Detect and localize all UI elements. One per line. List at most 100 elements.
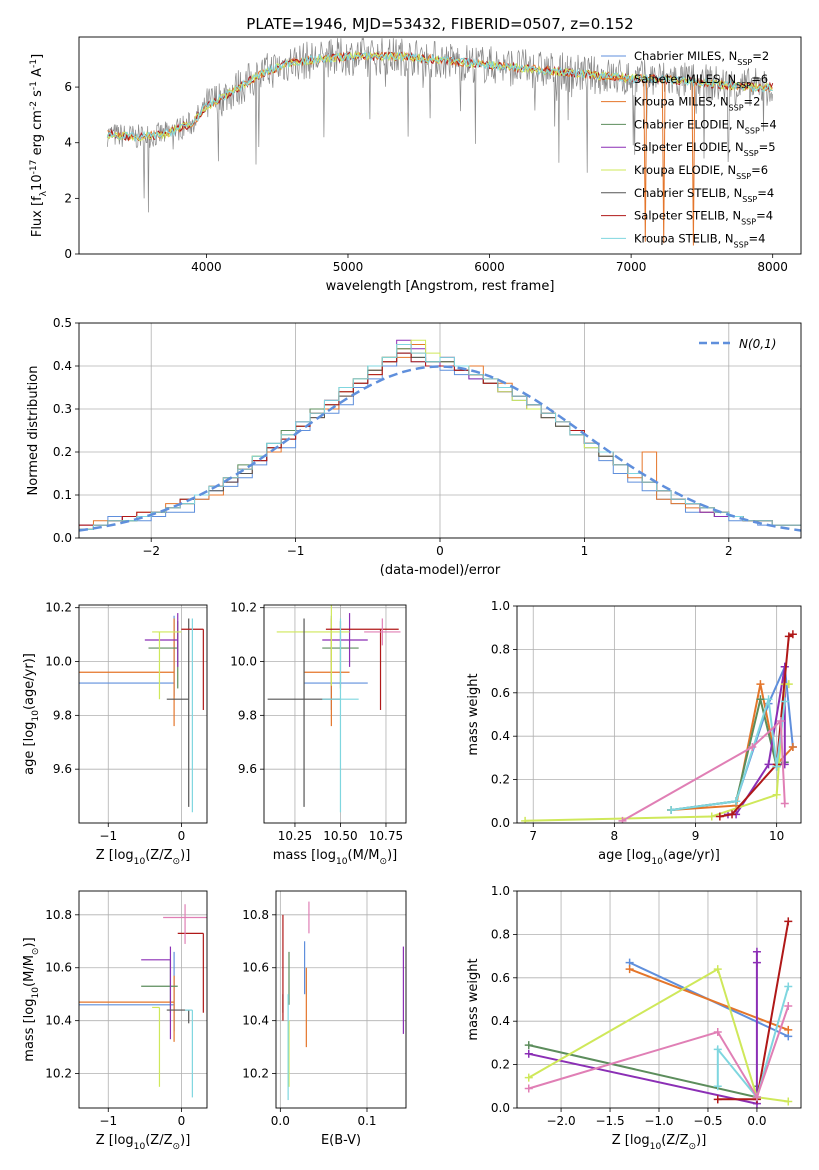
histogram-series [79, 344, 801, 538]
weight-marker [756, 695, 765, 704]
weight-marker [784, 632, 793, 641]
figure-title: PLATE=1946, MJD=53432, FIBERID=0507, z=0… [246, 15, 633, 33]
x-tick-label: 8 [611, 829, 619, 843]
y-axis-label: mass weight [466, 673, 481, 755]
axes-residual_hist: −2 −1 0 1 2 0.0 0.1 0.2 0.3 0.4 0.5 (data-model)/er… [26, 316, 802, 578]
y-tick-label: 0 [64, 247, 72, 261]
weight-series-line [528, 967, 789, 1103]
weight-marker [784, 1097, 793, 1106]
histogram-legend: N(0,1) [699, 337, 776, 351]
weight-marker [764, 760, 773, 769]
y-tick-label: 10.6 [45, 961, 72, 975]
weight-series-line [622, 718, 786, 822]
weight-marker [784, 680, 793, 689]
weight-series-line [671, 662, 794, 811]
x-tick-label: −1 [99, 1114, 117, 1128]
weight-marker [764, 695, 773, 704]
weight-marker [788, 743, 797, 752]
y-axis-label: Normed distribution [26, 366, 41, 496]
weight-marker [707, 812, 716, 821]
y-tick-label: 0.1 [53, 488, 72, 502]
x-tick-label: 8000 [757, 260, 788, 274]
y-tick-label: 9.6 [53, 762, 72, 776]
y-tick-label: 10.8 [45, 908, 72, 922]
x-axis-label: Z [log10(Z/Z⊙)] [96, 1133, 191, 1152]
y-tick-label: 6 [64, 80, 72, 94]
weight-marker [715, 812, 724, 821]
weight-marker [784, 917, 793, 926]
plot-body [79, 891, 207, 1108]
weight-series-line [528, 951, 758, 1105]
x-tick-label: 0 [178, 1114, 186, 1128]
x-axis-label: Z [log10(Z/Z⊙)] [612, 1133, 707, 1152]
legend-label: Kroupa ELODIE, NSSP=6 [634, 163, 768, 181]
weight-marker [772, 790, 781, 799]
weight-marker [524, 1084, 533, 1093]
x-tick-label: 6000 [474, 260, 505, 274]
x-tick-label: −1 [287, 544, 305, 558]
y-axis-label: mass weight [466, 958, 481, 1040]
y-tick-label: 10.4 [242, 1014, 269, 1028]
y-tick-label: 9.6 [238, 762, 257, 776]
weight-marker [667, 805, 676, 814]
weight-marker [521, 816, 530, 823]
weight-marker [713, 1028, 722, 1037]
y-tick-label: 0.3 [53, 402, 72, 416]
axes-frame [78, 890, 208, 1109]
y-axis-label: mass [log10(M/M⊙)] [22, 937, 41, 1061]
plot-body [79, 323, 801, 538]
x-tick-label: 2 [725, 544, 733, 558]
y-tick-label: 0.0 [491, 1101, 510, 1115]
y-tick-label: 4 [64, 136, 72, 150]
axes-mass_vs_ebv: 0.0 0.1 10.2 10.4 10.6 10.8 E(B-V) [242, 890, 407, 1148]
weight-series-line [528, 1044, 758, 1099]
weight-marker [780, 697, 789, 706]
weight-marker [784, 1025, 793, 1034]
x-tick-label: 1 [581, 544, 589, 558]
plot-body [264, 605, 406, 823]
y-tick-label: 0.5 [53, 316, 72, 330]
normal-curve [79, 365, 801, 532]
weight-marker [713, 1045, 722, 1054]
y-tick-label: 0.2 [53, 445, 72, 459]
x-axis-label: wavelength [Angstrom, rest frame] [326, 279, 555, 294]
y-tick-label: 10.2 [242, 1067, 269, 1081]
x-tick-label: 10.50 [323, 829, 357, 843]
y-tick-label: 0.4 [491, 1014, 510, 1028]
legend-label: Kroupa MILES, NSSP=2 [634, 95, 760, 113]
weight-series-line [716, 986, 790, 1100]
x-tick-label: 0.1 [357, 1114, 376, 1128]
y-tick-label: 10.8 [242, 908, 269, 922]
x-tick-label: −2 [142, 544, 160, 558]
legend-label: Chabrier STELIB, NSSP=4 [634, 186, 774, 204]
x-tick-label: −1.5 [595, 1114, 624, 1128]
legend-label: N(0,1) [739, 337, 776, 351]
x-tick-label: 10.25 [278, 829, 312, 843]
axes-spectrum: 4000 5000 6000 7000 8000 0 2 4 6 wavelength [Angs… [29, 36, 802, 294]
weight-marker [784, 982, 793, 991]
x-axis-label: mass [log10(M/M⊙)] [273, 848, 397, 867]
weight-marker [756, 680, 765, 689]
y-tick-label: 0.8 [491, 927, 510, 941]
weight-marker [772, 762, 781, 771]
y-tick-label: 10.0 [45, 655, 72, 669]
legend-label: Chabrier ELODIE, NSSP=4 [634, 117, 777, 135]
x-tick-label: −2.0 [546, 1114, 575, 1128]
x-axis-label: E(B-V) [321, 1133, 361, 1148]
legend-label: Chabrier MILES, NSSP=2 [634, 49, 769, 67]
axes-weight_vs_age: 7 8 9 10 0.0 0.2 0.4 0.6 0.8 1.0 age [log10(age/yr… [466, 599, 802, 867]
weight-marker [752, 1093, 761, 1102]
weight-marker [732, 797, 741, 806]
y-tick-label: 9.8 [53, 708, 72, 722]
axes-age_vs_mass: 10.25 10.50 10.75 9.6 9.8 10.0 10.2 mass [log10… [230, 601, 407, 867]
x-tick-label: 0 [436, 544, 444, 558]
y-tick-label: 9.8 [238, 708, 257, 722]
x-tick-label: 9 [692, 829, 700, 843]
axes-weight_vs_Z: −2.0 −1.5 −1.0 −0.5 0.0 0.0 0.2 0.4 0.6 0.8 1.0 Z [… [466, 884, 802, 1152]
y-tick-label: 0.6 [491, 971, 510, 985]
x-tick-label: 0.0 [271, 1114, 290, 1128]
y-tick-label: 10.6 [242, 961, 269, 975]
plot-body [79, 605, 207, 823]
y-tick-label: 0.0 [491, 816, 510, 830]
x-tick-label: 10 [769, 829, 784, 843]
